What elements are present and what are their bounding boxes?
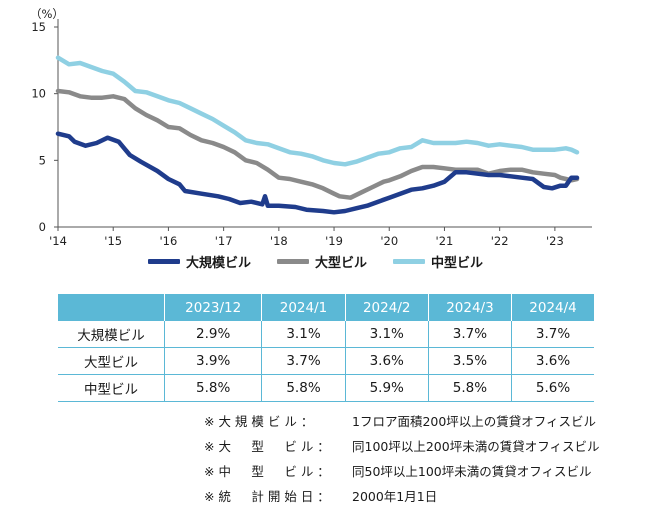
table-header-cell: 2023/12: [163, 294, 262, 321]
legend-swatch-large: [277, 259, 310, 264]
vacancy-rate-table: 2023/12 2024/1 2024/2 2024/3 2024/4 大規模ビ…: [58, 294, 594, 402]
y-tick-label: 10: [31, 87, 46, 101]
x-tick-label: '15: [104, 234, 122, 248]
series-line-mid: [55, 55, 580, 167]
footnote-text: 同100坪以上200坪未満の賃貸オフィスビル: [352, 439, 600, 454]
table-cell: 3.9%: [163, 347, 262, 375]
legend-label-mid: 中型ビル: [431, 256, 484, 271]
table-header-cell: 2024/4: [511, 294, 594, 321]
table-cell: 3.6%: [344, 347, 429, 375]
x-tick-label: '23: [546, 234, 564, 248]
x-tick-label: '20: [380, 234, 398, 248]
table-cell: 5.8%: [261, 374, 346, 402]
legend-item-mid: 中型ビル: [393, 252, 483, 271]
legend-swatch-large-scale: [148, 259, 180, 264]
series-line-large-scale: [55, 131, 580, 215]
legend-label-large-scale: 大規模ビル: [186, 256, 252, 271]
vacancy-rate-chart: （%） 0 5 10 15 '14 '15 '16 '17 '18 '19 '20 '21 '22 '23: [30, 7, 592, 248]
x-tick-label: '14: [49, 234, 67, 248]
footnote-text: 2000年1月1日: [352, 489, 438, 504]
table-row: 中型ビル 5.8% 5.8% 5.9% 5.8% 5.6%: [58, 374, 594, 402]
footnote: ※ 大 型 ビ ル ： 同100坪以上200坪未満の賃貸オフィスビル: [204, 434, 599, 459]
footnote: ※ 大 規 模 ビ ル ： 1フロア面積200坪以上の賃貸オフィスビル: [204, 409, 599, 434]
legend-item-large: 大型ビル: [277, 252, 367, 271]
x-tick-label: '18: [270, 234, 288, 248]
footnote-label: ※ 大 規 模 ビ ル ：: [204, 414, 314, 429]
footnote-text: 1フロア面積200坪以上の賃貸オフィスビル: [352, 414, 597, 429]
footnote-label: ※ 統 計 開 始 日 ：: [204, 489, 330, 504]
footnote: ※ 統 計 開 始 日 ： 2000年1月1日: [204, 484, 599, 509]
row-label: 中型ビル: [58, 374, 165, 402]
x-tick-label: '16: [160, 234, 178, 248]
table-header-row: 2023/12 2024/1 2024/2 2024/3 2024/4: [58, 294, 594, 321]
table-cell: 5.8%: [163, 374, 262, 402]
table-cell: 2.9%: [163, 321, 262, 348]
table-header-cell: 2024/1: [261, 294, 346, 321]
footnote-label: ※ 大 型 ビ ル ：: [204, 439, 330, 454]
y-tick-label: 5: [39, 153, 46, 167]
table-cell: 5.9%: [344, 374, 429, 402]
footnotes: ※ 大 規 模 ビ ル ： 1フロア面積200坪以上の賃貸オフィスビル ※ 大 …: [204, 409, 599, 509]
row-label: 大規模ビル: [58, 321, 165, 348]
table-header-cell: 2024/3: [427, 294, 512, 321]
table-cell: 3.7%: [261, 347, 346, 375]
y-unit-label: （%）: [30, 7, 64, 21]
x-tick-label: '21: [436, 234, 454, 248]
table-header-corner: [58, 294, 165, 321]
y-tick-label: 0: [39, 220, 46, 234]
table-cell: 3.1%: [261, 321, 346, 348]
series-line-large: [55, 88, 580, 200]
chart-legend: 大規模ビル 大型ビル 中型ビル: [148, 252, 483, 271]
footnote: ※ 中 型 ビ ル ： 同50坪以上100坪未満の賃貸オフィスビル: [204, 459, 599, 484]
footnote-text: 同50坪以上100坪未満の賃貸オフィスビル: [352, 464, 592, 479]
legend-swatch-mid: [393, 259, 426, 264]
table-cell: 3.7%: [427, 321, 512, 348]
table-cell: 3.6%: [511, 347, 594, 375]
table-cell: 3.7%: [511, 321, 594, 348]
table-cell: 5.8%: [427, 374, 512, 402]
x-tick-label: '17: [215, 234, 233, 248]
footnote-label: ※ 中 型 ビ ル ：: [204, 464, 330, 479]
table-row: 大規模ビル 2.9% 3.1% 3.1% 3.7% 3.7%: [58, 321, 594, 348]
table-cell: 3.5%: [427, 347, 512, 375]
x-tick-label: '22: [491, 234, 509, 248]
table-row: 大型ビル 3.9% 3.7% 3.6% 3.5% 3.6%: [58, 347, 594, 375]
x-tick-label: '19: [325, 234, 343, 248]
table-cell: 5.6%: [511, 374, 594, 402]
table-cell: 3.1%: [344, 321, 429, 348]
legend-label-large: 大型ビル: [315, 256, 368, 271]
table-header-cell: 2024/2: [344, 294, 429, 321]
y-tick-label: 15: [31, 20, 46, 34]
legend-item-large-scale: 大規模ビル: [148, 252, 251, 271]
row-label: 大型ビル: [58, 347, 165, 375]
